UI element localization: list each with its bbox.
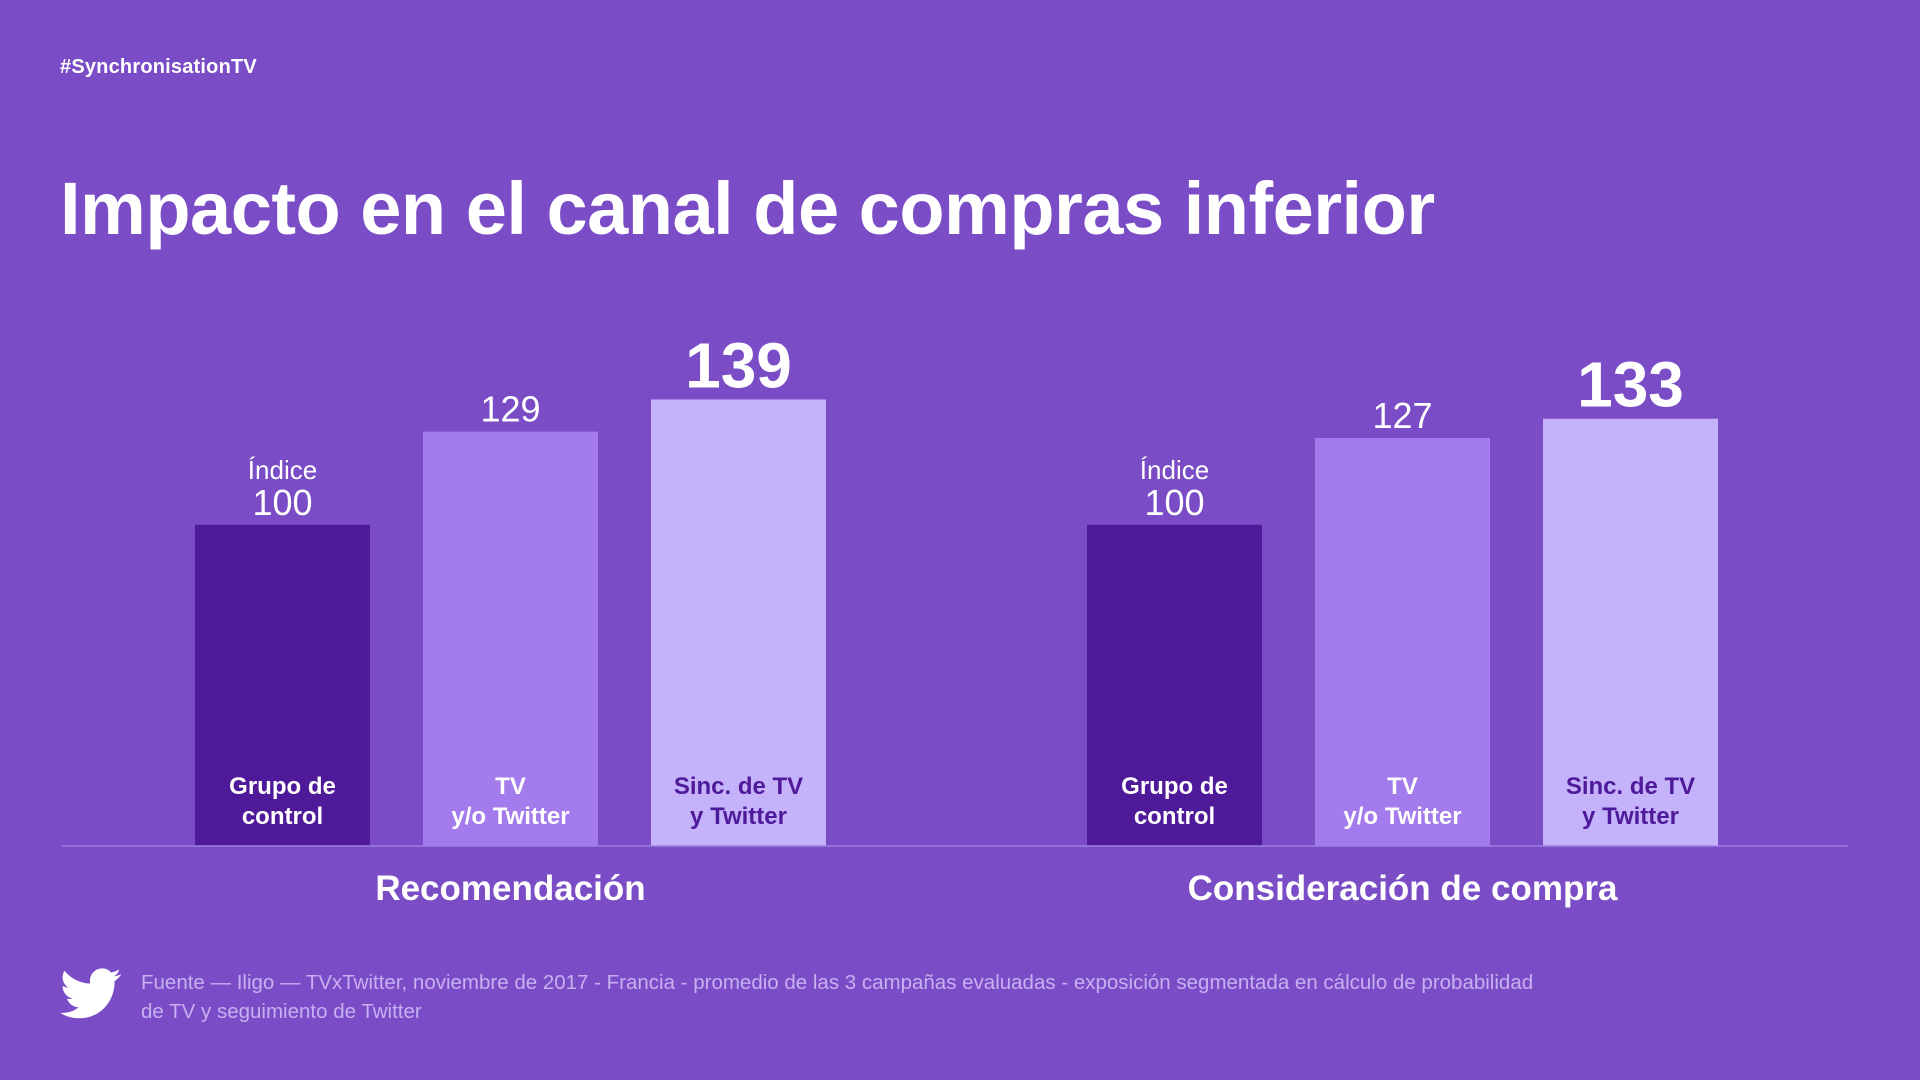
category-label: TV bbox=[1387, 773, 1418, 800]
hashtag: #SynchronisationTV bbox=[60, 56, 257, 78]
group-label: Consideración de compra bbox=[1188, 869, 1618, 908]
index-label: Índice bbox=[248, 455, 317, 485]
bar-1-1 bbox=[195, 524, 370, 846]
value-label: 139 bbox=[685, 329, 792, 401]
bar-2-2 bbox=[1315, 438, 1490, 846]
value-label: 127 bbox=[1372, 395, 1432, 436]
source-note-line-1: Fuente — Iligo — TVxTwitter, noviembre d… bbox=[141, 971, 1534, 994]
category-label: Sinc. de TV bbox=[674, 773, 803, 800]
category-label: Sinc. de TV bbox=[1566, 773, 1695, 800]
source-note: Fuente — Iligo — TVxTwitter, noviembre d… bbox=[141, 968, 1641, 1026]
category-label: y/o Twitter bbox=[451, 803, 569, 830]
bar-2-3 bbox=[1543, 418, 1718, 846]
page-title: Impacto en el canal de compras inferior bbox=[60, 167, 1435, 250]
bar-2-1 bbox=[1087, 524, 1262, 846]
value-label: 133 bbox=[1577, 349, 1684, 421]
value-label: 100 bbox=[1144, 482, 1204, 523]
twitter-bird-icon bbox=[60, 968, 121, 1019]
category-label: y/o Twitter bbox=[1343, 803, 1461, 830]
source-note-line-2: de TV y seguimiento de Twitter bbox=[141, 1000, 422, 1023]
category-label: control bbox=[242, 803, 323, 830]
category-label: y Twitter bbox=[1582, 803, 1679, 830]
index-label: Índice bbox=[1140, 455, 1209, 485]
category-label: y Twitter bbox=[690, 803, 787, 830]
category-label: Grupo de bbox=[1121, 773, 1228, 800]
value-label: 129 bbox=[480, 389, 540, 430]
category-label: Grupo de bbox=[229, 773, 336, 800]
value-label: 100 bbox=[252, 482, 312, 523]
group-label: Recomendación bbox=[375, 869, 645, 908]
bar-1-2 bbox=[423, 431, 598, 846]
category-label: control bbox=[1134, 803, 1215, 830]
bar-1-3 bbox=[651, 399, 826, 846]
category-label: TV bbox=[495, 773, 526, 800]
